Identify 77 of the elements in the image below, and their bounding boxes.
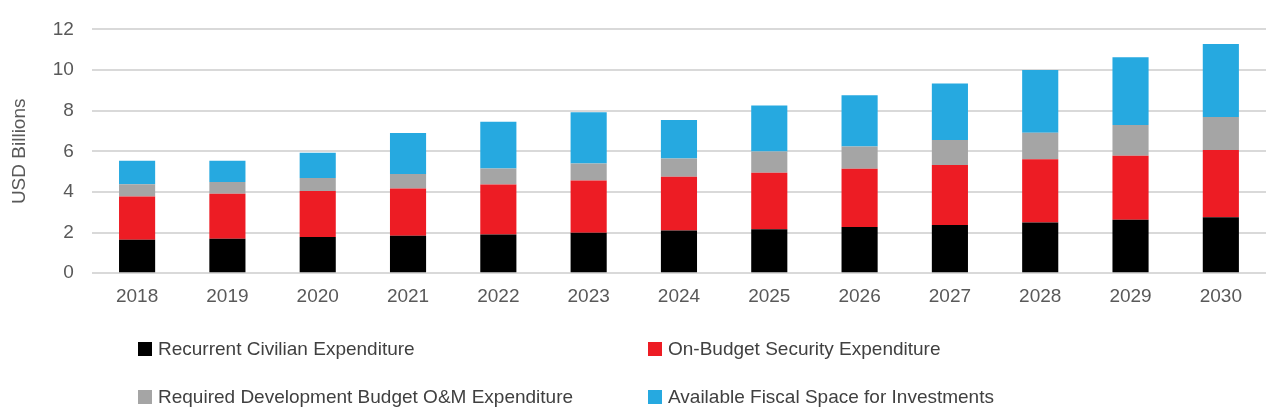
bar [389,133,427,175]
bar [1022,132,1059,160]
x-tick-label: 2020 [296,284,339,306]
bar [570,163,607,181]
bar [1202,217,1239,273]
bar [1112,57,1149,125]
bar [480,121,517,169]
legend-label: Available Fiscal Space for Investments [668,386,994,408]
bar [570,232,607,273]
bar [931,225,968,273]
x-tick-label: 2023 [567,284,610,306]
legend-label: On-Budget Security Expenditure [668,338,941,360]
bar [751,172,788,230]
y-tick-label: 0 [63,261,74,283]
y-tick-label: 8 [63,98,74,120]
bar [209,193,246,239]
bar [480,168,517,185]
legend-label: Recurrent Civilian Expenditure [158,338,415,360]
bar [1022,159,1059,223]
bar [751,229,788,273]
bar [751,151,788,173]
legend-label: Required Development Budget O&M Expenditure [158,386,574,408]
bar [660,230,698,273]
x-tick-label: 2029 [1109,284,1152,306]
y-tick-label: 10 [52,58,74,80]
bar [209,181,246,194]
bar [299,237,336,273]
bar [1202,150,1239,218]
y-axis-title: USD Billions [7,98,29,205]
bar [751,105,788,152]
bar [119,184,156,197]
bar [1112,219,1149,273]
bar [389,174,427,189]
bar [841,226,878,273]
bar [1022,70,1059,133]
x-tick-label: 2030 [1199,284,1242,306]
bar [299,191,336,238]
bar [1112,124,1149,156]
bar [119,239,156,273]
bar [660,176,698,231]
bar [1202,116,1239,151]
y-tick-label: 2 [63,220,74,242]
bar [841,168,878,227]
bar [389,235,427,273]
bar [931,139,968,165]
x-tick-label: 2022 [477,284,520,306]
bar [299,152,336,179]
x-tick-label: 2027 [928,284,972,306]
bar [1112,155,1149,220]
bar [299,178,336,192]
bar [931,164,968,226]
bar [480,184,517,235]
bar [660,120,698,159]
bar [1202,44,1239,117]
bar [209,160,246,182]
bar [570,180,607,233]
bar [931,83,968,140]
bar [841,146,878,169]
x-tick-label: 2028 [1019,284,1062,306]
y-tick-label: 4 [63,180,75,202]
bar [1022,222,1059,273]
y-tick-label: 6 [63,139,74,161]
bar [119,196,156,240]
bar [389,188,427,236]
bar [660,158,698,177]
bar [209,238,246,273]
bar [480,234,517,273]
x-tick-label: 2021 [386,284,430,306]
bar [119,160,156,185]
x-tick-label: 2019 [206,284,249,306]
x-tick-label: 2025 [748,284,791,306]
bar [570,112,607,164]
bar [841,95,878,147]
x-tick-label: 2026 [838,284,881,306]
x-tick-label: 2024 [657,284,701,306]
x-tick-label: 2018 [115,284,159,306]
y-tick-label: 12 [52,17,74,39]
